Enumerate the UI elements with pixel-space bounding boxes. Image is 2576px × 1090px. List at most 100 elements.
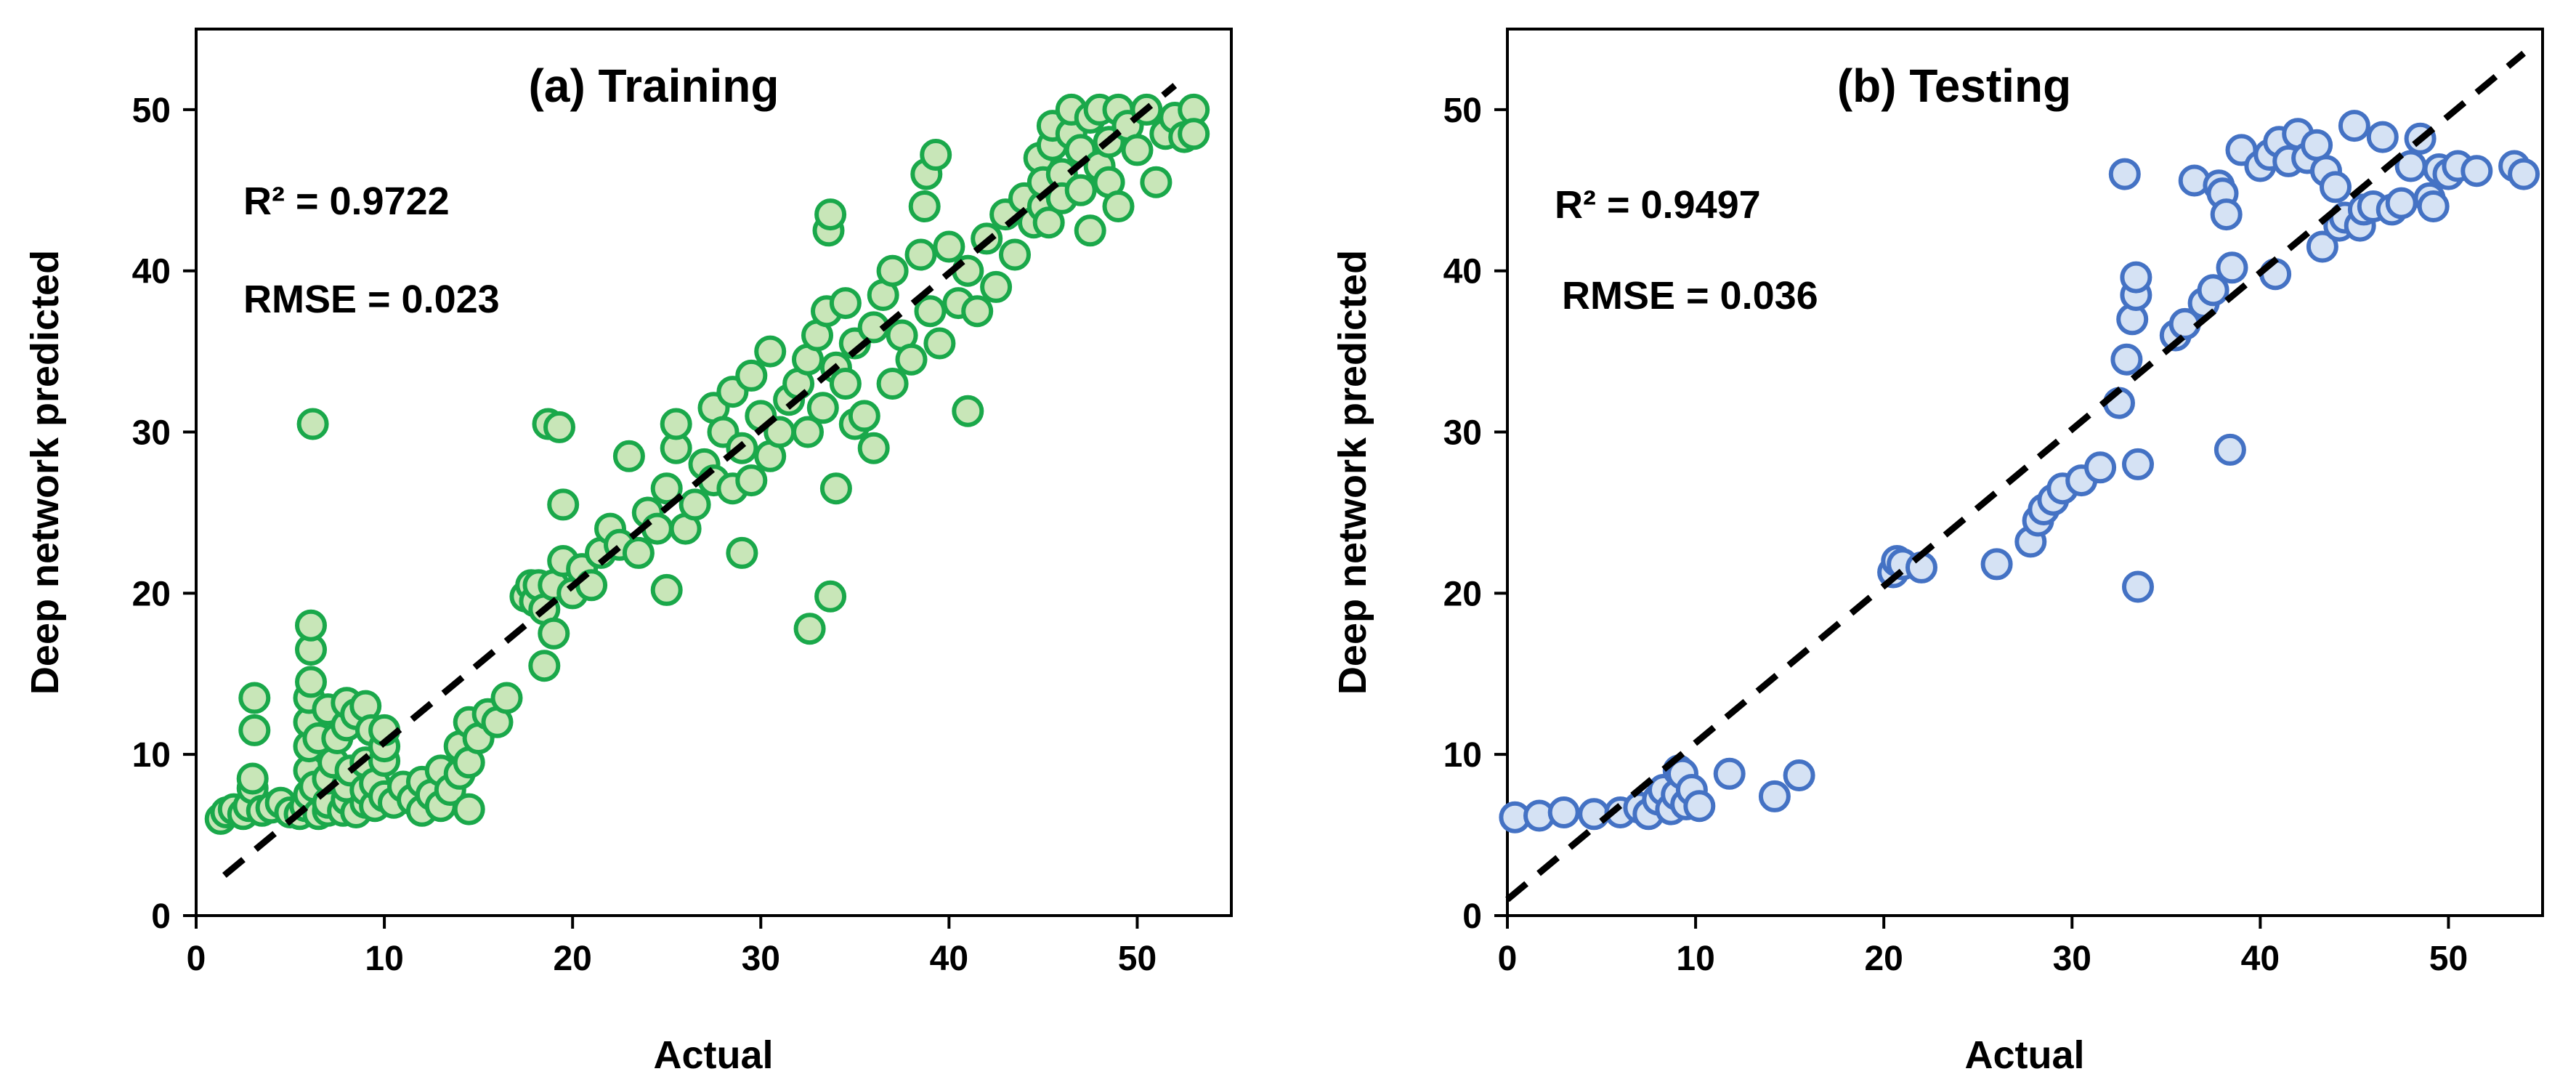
training-point-79 bbox=[543, 411, 575, 443]
training-point-151 bbox=[999, 238, 1031, 271]
testing-x-tick-label-20: 20 bbox=[1864, 940, 1903, 978]
testing-point-67 bbox=[2366, 121, 2399, 153]
training-point-140 bbox=[914, 295, 947, 328]
testing-point-17 bbox=[1758, 780, 1791, 812]
testing-x-tick-label-30: 30 bbox=[2053, 940, 2091, 978]
testing-y-tick-label-50: 50 bbox=[1443, 92, 1482, 130]
testing-panel: 0 10 20 30 40 50 0 10 20 30 40 50 (b) Testing R² =… bbox=[1331, 28, 2544, 1077]
training-y-ticks: 0 10 20 30 40 50 bbox=[132, 92, 196, 936]
testing-fit-line bbox=[1505, 50, 2526, 903]
testing-point-60 bbox=[2320, 171, 2352, 203]
testing-x-tick-label-50: 50 bbox=[2429, 940, 2468, 978]
training-point-134 bbox=[876, 254, 909, 287]
training-y-tick-label-50: 50 bbox=[132, 92, 171, 130]
training-y-tick-label-40: 40 bbox=[132, 253, 171, 291]
testing-point-15 bbox=[1683, 790, 1716, 823]
testing-y-ticks: 0 10 20 30 40 50 bbox=[1443, 92, 1507, 936]
training-point-116 bbox=[793, 613, 826, 645]
testing-x-tick-label-0: 0 bbox=[1498, 940, 1518, 978]
training-panel: 0 10 20 30 40 50 0 10 20 30 40 50 (a) Training R² … bbox=[23, 28, 1233, 1077]
testing-point-57 bbox=[2301, 129, 2333, 161]
training-point-20 bbox=[295, 666, 327, 698]
testing-point-18 bbox=[1783, 759, 1815, 791]
training-y-tick-label-0: 0 bbox=[151, 897, 171, 936]
testing-x-tick-label-40: 40 bbox=[2241, 940, 2280, 978]
training-point-104 bbox=[726, 536, 758, 569]
training-point-122 bbox=[814, 580, 847, 613]
training-point-115 bbox=[792, 416, 824, 448]
testing-point-36 bbox=[2120, 261, 2152, 294]
testing-point-69 bbox=[2385, 187, 2418, 219]
testing-point-37 bbox=[2122, 448, 2154, 480]
training-y-tick-label-10: 10 bbox=[132, 736, 171, 775]
training-point-95 bbox=[660, 408, 692, 440]
testing-r2: R² = 0.9497 bbox=[1555, 183, 1761, 227]
training-x-tick-label-30: 30 bbox=[742, 940, 780, 978]
testing-point-38 bbox=[2122, 570, 2154, 603]
training-point-7 bbox=[238, 714, 271, 746]
training-x-tick-label-40: 40 bbox=[930, 940, 968, 978]
training-point-110 bbox=[754, 335, 787, 368]
testing-point-79 bbox=[2508, 158, 2540, 190]
training-point-177 bbox=[1140, 166, 1172, 198]
training-point-143 bbox=[933, 230, 965, 263]
training-point-142 bbox=[923, 327, 956, 360]
training-y-label: Deep network predicted bbox=[23, 250, 67, 695]
training-point-149 bbox=[980, 270, 1013, 303]
training-point-97 bbox=[679, 488, 711, 521]
training-point-173 bbox=[1102, 190, 1135, 222]
testing-point-16 bbox=[1713, 757, 1746, 790]
training-point-8 bbox=[238, 682, 271, 714]
training-point-166 bbox=[1074, 214, 1106, 247]
training-point-77 bbox=[538, 617, 570, 650]
testing-y-tick-label-10: 10 bbox=[1443, 736, 1482, 775]
testing-point-33 bbox=[2110, 343, 2143, 376]
testing-y-tick-label-20: 20 bbox=[1443, 575, 1482, 613]
training-point-123 bbox=[819, 472, 852, 505]
training-point-133 bbox=[876, 368, 909, 400]
testing-x-label: Actual bbox=[1964, 1033, 2084, 1077]
training-point-22 bbox=[295, 609, 327, 642]
training-point-92 bbox=[650, 573, 683, 606]
training-point-69 bbox=[490, 682, 523, 714]
training-point-107 bbox=[735, 359, 768, 392]
testing-point-73 bbox=[2417, 190, 2450, 222]
training-x-tick-label-10: 10 bbox=[365, 940, 403, 978]
training-point-74 bbox=[528, 650, 561, 682]
training-point-63 bbox=[453, 793, 485, 825]
testing-x-ticks: 0 10 20 30 40 50 bbox=[1498, 916, 2468, 978]
training-fit-line bbox=[222, 83, 1178, 879]
training-point-157 bbox=[1032, 206, 1065, 239]
training-point-182 bbox=[1178, 118, 1210, 150]
testing-point-43 bbox=[2197, 274, 2229, 307]
training-point-136 bbox=[895, 343, 928, 376]
testing-point-23 bbox=[1980, 548, 2013, 581]
testing-point-30 bbox=[2084, 451, 2117, 484]
training-r2: R² = 0.9722 bbox=[243, 179, 450, 223]
testing-x-tick-label-10: 10 bbox=[1676, 940, 1714, 978]
training-x-ticks: 0 10 20 30 40 50 bbox=[187, 916, 1157, 978]
testing-point-32 bbox=[2108, 158, 2141, 190]
training-x-tick-label-50: 50 bbox=[1118, 940, 1157, 978]
training-point-138 bbox=[908, 190, 941, 222]
training-point-126 bbox=[829, 287, 862, 320]
testing-points bbox=[1499, 110, 2540, 833]
testing-rmse: RMSE = 0.036 bbox=[1562, 274, 1818, 318]
training-point-164 bbox=[1064, 174, 1097, 206]
training-x-tick-label-20: 20 bbox=[553, 940, 591, 978]
testing-title: (b) Testing bbox=[1837, 60, 2071, 112]
training-title: (a) Training bbox=[529, 60, 779, 112]
training-point-89 bbox=[622, 536, 655, 569]
training-point-106 bbox=[735, 464, 768, 497]
testing-y-tick-label-0: 0 bbox=[1462, 897, 1482, 936]
training-points bbox=[204, 93, 1210, 835]
training-point-6 bbox=[236, 762, 269, 795]
training-point-93 bbox=[650, 472, 683, 505]
training-point-88 bbox=[612, 440, 645, 472]
testing-point-77 bbox=[2460, 155, 2493, 187]
training-point-23 bbox=[296, 408, 329, 440]
training-point-125 bbox=[829, 368, 862, 400]
testing-point-47 bbox=[2214, 433, 2246, 466]
training-rmse: RMSE = 0.023 bbox=[243, 278, 500, 321]
